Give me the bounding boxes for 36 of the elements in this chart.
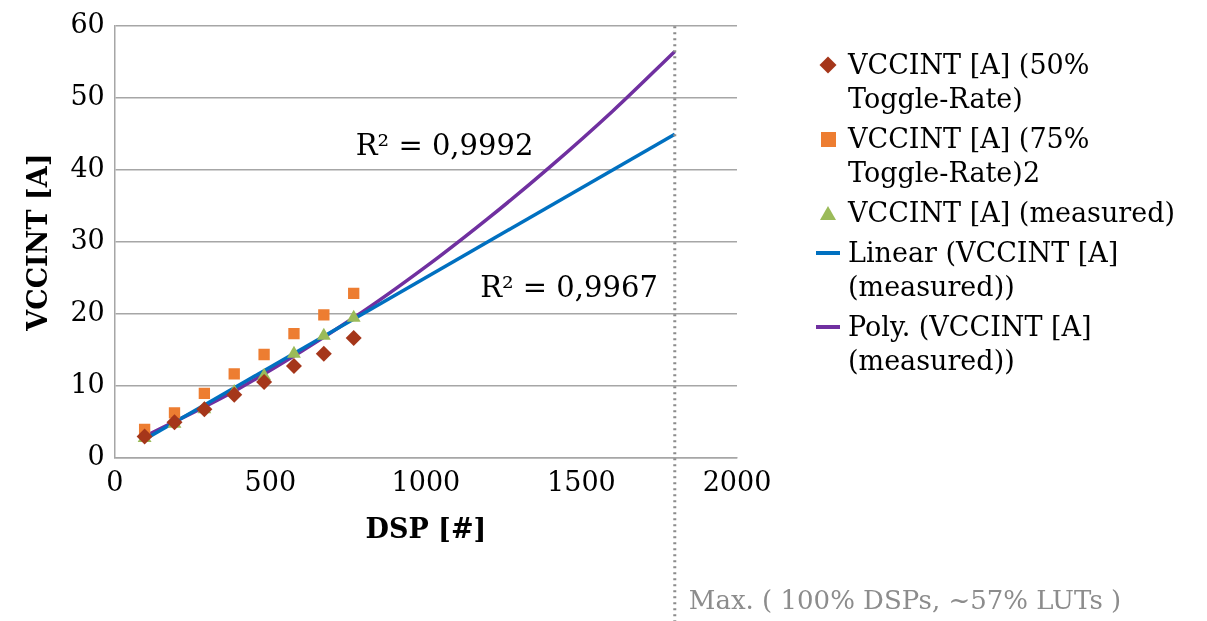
annotation: R² = 0,9992 [355, 127, 534, 162]
annotation: R² = 0,9967 [480, 270, 658, 305]
y-tick-label: 20 [70, 296, 105, 328]
legend-label: Poly. (VCCINT [A] (measured)) [848, 310, 1093, 378]
y-tick-label: 0 [87, 440, 105, 472]
point [288, 327, 300, 340]
x-tick-label: 1500 [547, 466, 616, 498]
point [315, 345, 332, 362]
x-tick-label: 1000 [391, 466, 461, 498]
point [196, 401, 213, 418]
y-tick-label: 10 [70, 368, 105, 400]
point [287, 345, 301, 358]
x-axis-title: DSP [#] [365, 512, 487, 544]
y-tick-label: 40 [70, 152, 105, 184]
point [198, 387, 211, 400]
point [258, 348, 270, 361]
x-tick-label: 2000 [702, 466, 772, 498]
legend-label: VCCINT [A] (measured) [848, 196, 1176, 230]
y-tick-label: 50 [70, 80, 105, 112]
point [316, 327, 331, 340]
x-tick-label: 500 [244, 466, 297, 498]
legend-label: VCCINT [A] (50% Toggle-Rate) [848, 48, 1091, 116]
point [348, 287, 360, 299]
point [318, 309, 330, 321]
point [226, 386, 243, 403]
y-tick-label: 60 [70, 8, 105, 40]
y-tick-label: 30 [70, 224, 105, 256]
point [256, 373, 273, 390]
point [228, 368, 240, 380]
legend-label: Linear (VCCINT [A] (measured)) [848, 236, 1120, 304]
point [345, 329, 362, 346]
legend-label: VCCINT [A] (75% Toggle-Rate)2 [848, 122, 1091, 190]
ref-line-label: Max. ( 100% DSPs, ~57% LUTs ) [688, 584, 1122, 615]
point [285, 358, 302, 375]
point [346, 309, 361, 322]
y-axis-title: VCCINT [A] [22, 153, 54, 332]
